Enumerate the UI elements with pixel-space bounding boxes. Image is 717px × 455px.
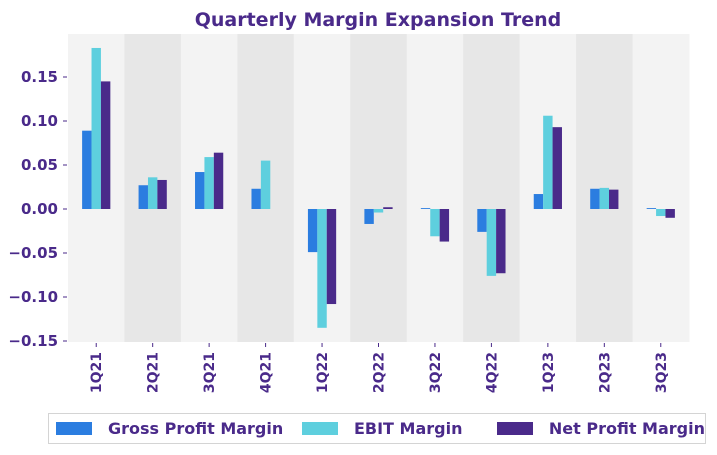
legend: Gross Profit Margin EBIT Margin Net Profit… <box>48 413 706 444</box>
category-band <box>463 34 521 342</box>
bar-gross-profit-margin-1q23 <box>533 194 544 209</box>
bar-gross-profit-margin-2q23 <box>590 188 600 209</box>
legend-item: Net Profit Margin <box>490 414 705 443</box>
chart: Quarterly Margin Expansion Trend 0.150.1… <box>8 9 690 393</box>
bar-ebit-margin-2q21 <box>147 177 158 209</box>
y-tick-label: −0.05 <box>8 244 58 262</box>
y-tick-label: 0.05 <box>21 156 58 174</box>
x-tick-label: 1Q23 <box>541 352 557 393</box>
bar-ebit-margin-2q23 <box>599 187 610 209</box>
bar-gross-profit-margin-4q22 <box>477 209 487 232</box>
x-tick-label: 2Q23 <box>597 352 613 393</box>
legend-label: Gross Profit Margin <box>108 419 284 438</box>
bar-ebit-margin-1q21 <box>91 47 101 210</box>
bar-gross-profit-margin-3q22 <box>420 208 431 209</box>
bar-net-profit-margin-3q21 <box>213 152 224 209</box>
bar-gross-profit-margin-4q21 <box>251 188 261 209</box>
bar-net-profit-margin-4q22 <box>496 209 506 274</box>
bar-gross-profit-margin-3q21 <box>195 172 205 209</box>
bar-ebit-margin-2q22 <box>373 209 384 213</box>
bar-net-profit-margin-1q22 <box>326 209 337 305</box>
bar-ebit-margin-3q22 <box>430 209 440 237</box>
bar-ebit-margin-4q21 <box>260 160 271 209</box>
x-tick-label: 4Q22 <box>484 352 500 393</box>
bar-gross-profit-margin-2q21 <box>138 185 148 209</box>
bar-net-profit-margin-2q21 <box>157 179 167 209</box>
bar-net-profit-margin-1q21 <box>100 81 111 209</box>
y-tick-label: 0.15 <box>21 68 58 86</box>
bar-ebit-margin-1q23 <box>543 115 553 209</box>
legend-swatch <box>56 422 92 435</box>
bar-net-profit-margin-1q23 <box>552 127 562 209</box>
bar-ebit-margin-1q22 <box>317 209 327 328</box>
bar-gross-profit-margin-1q22 <box>307 209 318 253</box>
bars <box>82 47 675 328</box>
x-tick-label: 3Q23 <box>654 352 670 393</box>
bar-gross-profit-margin-3q23 <box>646 208 657 209</box>
bar-ebit-margin-3q21 <box>204 157 214 209</box>
legend-swatch <box>496 422 533 435</box>
legend-item: Gross Profit Margin <box>49 414 295 443</box>
y-tick-label: −0.10 <box>8 288 58 306</box>
y-tick-label: 0.10 <box>21 112 58 130</box>
category-band <box>406 34 464 342</box>
bar-ebit-margin-3q23 <box>656 209 666 217</box>
bar-gross-profit-margin-1q21 <box>82 130 92 209</box>
x-axis: 1Q21 2Q21 3Q21 4Q21 1Q22 2Q22 3Q22 4Q22 1Q23 2Q23… <box>89 343 670 393</box>
legend-item: EBIT Margin <box>295 414 490 443</box>
x-tick-label: 4Q21 <box>259 352 275 393</box>
x-tick-label: 3Q21 <box>202 352 218 393</box>
bar-net-profit-margin-2q23 <box>609 189 619 209</box>
category-band <box>632 34 690 342</box>
x-tick-label: 1Q22 <box>315 352 331 393</box>
y-tick-label: 0.00 <box>21 200 58 218</box>
x-tick-label: 3Q22 <box>428 352 444 393</box>
x-tick-label: 2Q21 <box>146 352 162 393</box>
y-axis: 0.15 0.10 0.05 0.00 −0.05 −0.10 −0.15 <box>8 68 67 350</box>
x-tick-label: 2Q22 <box>372 352 388 393</box>
bar-net-profit-margin-3q22 <box>439 209 450 242</box>
legend-label: EBIT Margin <box>353 419 463 438</box>
bar-ebit-margin-4q22 <box>486 209 497 276</box>
y-tick-label: −0.15 <box>8 332 58 350</box>
bar-gross-profit-margin-2q22 <box>364 209 374 224</box>
chart-title: Quarterly Margin Expansion Trend <box>195 9 562 31</box>
bar-net-profit-margin-2q22 <box>383 207 393 209</box>
legend-label: Net Profit Margin <box>548 419 705 438</box>
x-tick-label: 1Q21 <box>89 352 105 393</box>
legend-swatch <box>301 422 338 435</box>
category-band <box>350 34 408 342</box>
bar-net-profit-margin-3q23 <box>665 209 675 218</box>
